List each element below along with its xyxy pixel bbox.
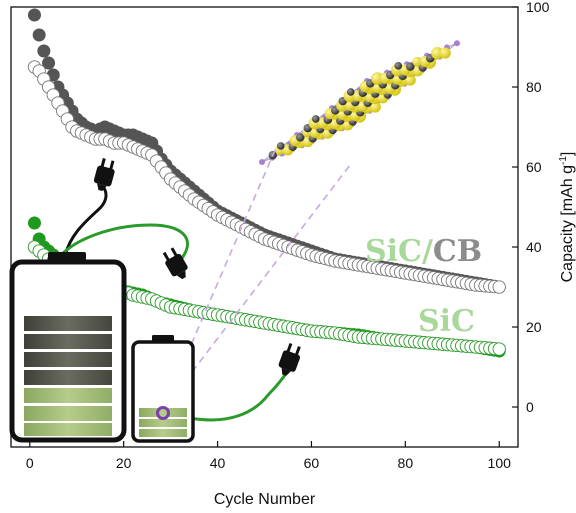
lattice-node: [259, 159, 265, 165]
x-tick-label: 80: [398, 455, 414, 471]
lattice-node: [454, 40, 460, 47]
small-battery-icon: [131, 335, 195, 443]
series-label-sic-cb-part-2: CB: [433, 234, 482, 269]
wire-green-bottom: [188, 370, 289, 422]
small-battery-cell-2: [139, 419, 187, 427]
silicon-atom: [431, 47, 444, 60]
carbon-atom: [346, 88, 355, 96]
carbon-atom: [394, 62, 403, 70]
series-label-sic-part-1: SiC: [418, 304, 475, 339]
carbon-atom: [276, 142, 285, 150]
axes: 0 20 40 60 80 100 0 20 40 60 80 100 Cycle Number Capa…: [26, 0, 576, 508]
carbon-atom: [406, 62, 415, 71]
large-battery-icon: [9, 252, 127, 443]
x-tick-label: 40: [210, 455, 226, 471]
x-tick-label: 60: [304, 455, 320, 471]
wires: [58, 186, 289, 422]
y-tick-label: 60: [526, 159, 542, 175]
y-axis-title-end: ]: [559, 152, 576, 156]
discharge-point: [37, 44, 51, 58]
charge-point: [492, 280, 506, 294]
y-axis-title-sup: -1: [558, 156, 569, 165]
discharge-point: [32, 28, 46, 42]
discharge-point: [42, 56, 56, 70]
silicon-atom: [439, 47, 451, 59]
plot-frame: [10, 6, 519, 448]
y-tick-label: 80: [526, 79, 542, 95]
y-axis-title: Capacity [mAh g-1]: [558, 152, 576, 283]
x-tick-label: 0: [26, 455, 34, 471]
carbon-atom: [296, 133, 305, 142]
large-battery-cell-2: [24, 334, 112, 349]
silicon-atom: [412, 56, 423, 67]
series-label-sic-cb-part-1: SiC/: [365, 234, 433, 269]
large-battery-cell-3: [24, 352, 112, 367]
x-tick-label: 100: [488, 455, 512, 471]
carbon-atom: [311, 115, 320, 123]
series-label-sic: SiC: [418, 304, 475, 339]
y-tick-label: 100: [526, 0, 550, 15]
wire-green-top: [58, 223, 189, 260]
sic-crystal-lattice: [259, 40, 460, 165]
small-battery-cell-1: [139, 408, 187, 417]
charge-point: [492, 342, 506, 356]
x-tick-label: 20: [116, 455, 132, 471]
large-battery-cell-7: [24, 423, 112, 436]
y-tick-label: 40: [526, 239, 542, 255]
silicon-atom: [404, 74, 416, 86]
small-battery-cell-3: [139, 429, 187, 437]
series-sic-cb: [27, 8, 506, 294]
silicon-atom: [369, 101, 381, 113]
plug-black-icon: [93, 158, 115, 192]
y-axis-title-main: Capacity [mAh g: [559, 165, 576, 282]
wire-black: [63, 186, 108, 258]
silicon-atom: [371, 72, 384, 85]
discharge-point: [27, 216, 41, 230]
ring-marker: [156, 406, 170, 420]
y-tick-label: 0: [526, 399, 534, 415]
y-tick-label: 20: [526, 319, 542, 335]
large-battery-cell-5: [24, 388, 112, 403]
large-battery-cell-1: [24, 316, 112, 331]
large-battery-cell-4: [24, 370, 112, 385]
x-axis-title: Cycle Number: [214, 491, 316, 508]
plug-green-bottom-icon: [278, 343, 301, 376]
series-label-sic-cb: SiC/CB: [365, 234, 482, 269]
series-layer: [27, 8, 506, 358]
discharge-point: [27, 8, 41, 22]
plug-green-top-icon: [162, 247, 188, 280]
large-battery-cell-6: [24, 406, 112, 421]
